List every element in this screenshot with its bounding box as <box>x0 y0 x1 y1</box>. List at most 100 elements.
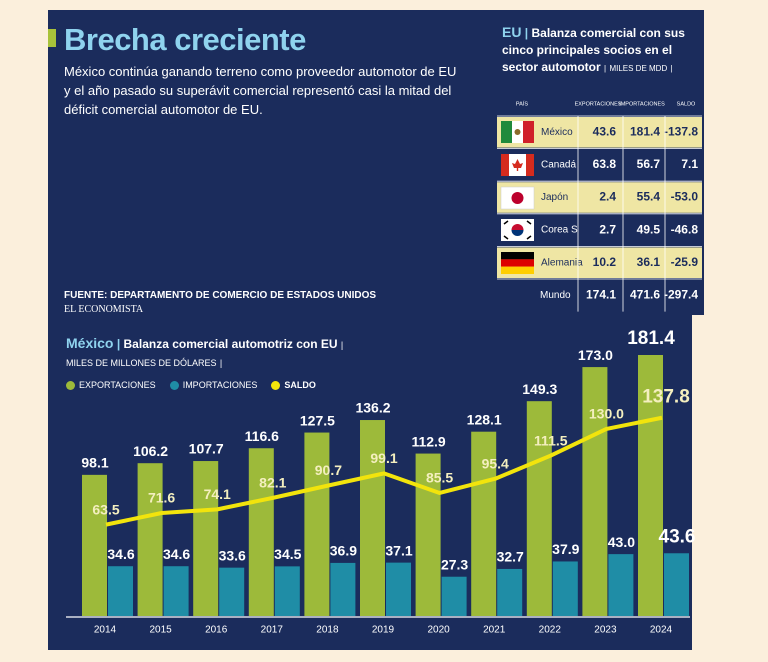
x-tick-label: 2024 <box>650 625 673 636</box>
table-cell: 471.6 <box>630 287 660 301</box>
bar <box>415 453 441 616</box>
chart-title: Balanza comercial automotriz con EU <box>123 337 338 351</box>
table-cell: -46.8 <box>671 222 699 236</box>
data-label: 63.5 <box>92 501 119 517</box>
data-label: 43.0 <box>608 534 635 550</box>
publisher: EL ECONOMISTA <box>64 304 144 315</box>
flag-japan <box>500 186 535 210</box>
data-label: 111.5 <box>534 432 568 448</box>
country-label: Canadá <box>541 160 576 171</box>
bar <box>441 576 467 616</box>
x-tick-label: 2022 <box>539 625 562 636</box>
data-label: 74.1 <box>204 486 231 502</box>
country-label: Alemania <box>541 257 583 268</box>
table-country: EU <box>502 24 522 40</box>
table-cell: 10.2 <box>593 255 617 269</box>
data-label: 99.1 <box>370 450 397 466</box>
bar <box>386 562 411 616</box>
bar <box>108 566 133 616</box>
legend-label: IMPORTACIONES <box>182 380 258 390</box>
x-tick-label: 2014 <box>94 625 117 636</box>
data-label: 36.9 <box>330 543 357 559</box>
x-tick-label: 2015 <box>149 625 172 636</box>
table-cell: 174.1 <box>586 287 616 301</box>
bar <box>638 355 663 616</box>
x-tick-label: 2016 <box>205 625 228 636</box>
data-label: 107.7 <box>189 441 224 457</box>
bar <box>582 367 608 616</box>
column-header: EXPORTACIONES <box>575 101 622 107</box>
data-label: 34.5 <box>274 546 301 562</box>
table-cell: 55.4 <box>637 190 661 204</box>
separator: | <box>219 358 223 368</box>
flag-canada <box>501 154 534 176</box>
bar <box>219 567 245 616</box>
data-label: 173.0 <box>578 347 613 363</box>
table-title: Balanza comercial con sus cinco principa… <box>502 26 685 74</box>
data-label: 85.5 <box>426 470 453 486</box>
data-label: 181.4 <box>627 328 675 349</box>
source: FUENTE: DEPARTAMENTO DE COMERCIO DE ESTA… <box>64 290 377 301</box>
data-label: 112.9 <box>411 433 445 449</box>
data-label: 95.4 <box>482 455 509 471</box>
bar <box>497 568 523 616</box>
separator: | <box>670 64 673 73</box>
bar <box>248 448 274 616</box>
table-cell: -297.4 <box>664 287 698 301</box>
chart-unit: MILES DE MILLONES DE DÓLARES <box>66 358 217 368</box>
bar <box>330 562 356 616</box>
data-label: 43.6 <box>659 526 696 547</box>
table-cell: 2.7 <box>599 222 616 236</box>
bar <box>304 432 330 616</box>
bar <box>608 554 634 616</box>
data-label: 128.1 <box>467 411 502 427</box>
x-tick-label: 2018 <box>316 625 339 636</box>
country-label: Corea S <box>541 225 578 236</box>
data-label: 82.1 <box>259 475 286 491</box>
bar <box>82 474 107 616</box>
line <box>105 415 663 527</box>
data-label: 116.6 <box>245 428 279 444</box>
table-cell: -53.0 <box>671 190 699 204</box>
data-label: 98.1 <box>81 455 108 471</box>
separator: | <box>604 64 607 73</box>
chart: 2014 2015 2016 2017 2018 2019 2020 2021 2022 2023… <box>66 328 695 636</box>
legend-label: EXPORTACIONES <box>79 380 156 390</box>
table-cell: 7.1 <box>681 157 698 171</box>
data-label: 106.2 <box>133 443 168 459</box>
data-label: 127.5 <box>300 412 335 428</box>
separator: | <box>116 337 121 351</box>
data-label: 33.6 <box>219 547 246 563</box>
data-label: 149.3 <box>522 381 557 397</box>
data-label: 34.6 <box>107 546 134 562</box>
legend-item: EXPORTACIONES <box>66 380 156 390</box>
data-label: 137.8 <box>642 387 690 408</box>
data-label: 71.6 <box>148 490 175 506</box>
legend-item: SALDO <box>271 380 316 390</box>
bar <box>471 431 497 616</box>
country-label: Japón <box>541 192 568 203</box>
bar <box>526 401 552 616</box>
table-cell: 181.4 <box>630 124 660 138</box>
flags <box>500 121 535 274</box>
bar <box>360 420 385 616</box>
legend-swatch <box>66 380 75 390</box>
title-marker <box>48 29 56 47</box>
flag-korea <box>501 219 534 241</box>
x-tick-label: 2020 <box>427 625 450 636</box>
legend-swatch <box>271 380 281 390</box>
table-cell: 43.6 <box>593 124 617 138</box>
legend-item: IMPORTACIONES <box>169 380 258 390</box>
flag-germany <box>501 252 534 274</box>
country-label: México <box>541 127 573 138</box>
table-cell: 63.8 <box>593 157 617 171</box>
title: Brecha creciente <box>64 22 306 57</box>
column-header: IMPORTACIONES <box>619 101 665 107</box>
legend-label: SALDO <box>284 380 316 390</box>
column-header: PAÍS <box>516 100 528 107</box>
column-header: SALDO <box>677 101 696 107</box>
flag-mexico <box>501 121 534 143</box>
subtitle: México continúa ganando terreno como pro… <box>64 64 457 117</box>
